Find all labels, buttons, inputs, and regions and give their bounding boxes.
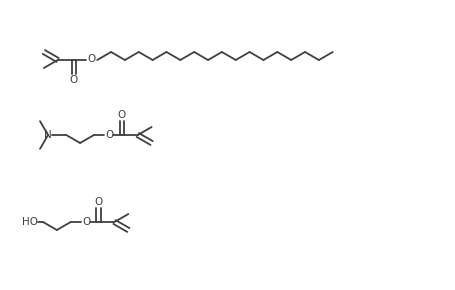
Text: O: O (105, 130, 113, 140)
Text: N: N (44, 130, 52, 140)
Text: O: O (70, 75, 78, 85)
Text: O: O (117, 110, 126, 120)
Text: O: O (82, 217, 90, 227)
Text: HO: HO (22, 217, 38, 227)
Text: O: O (94, 197, 102, 207)
Text: O: O (87, 54, 96, 64)
